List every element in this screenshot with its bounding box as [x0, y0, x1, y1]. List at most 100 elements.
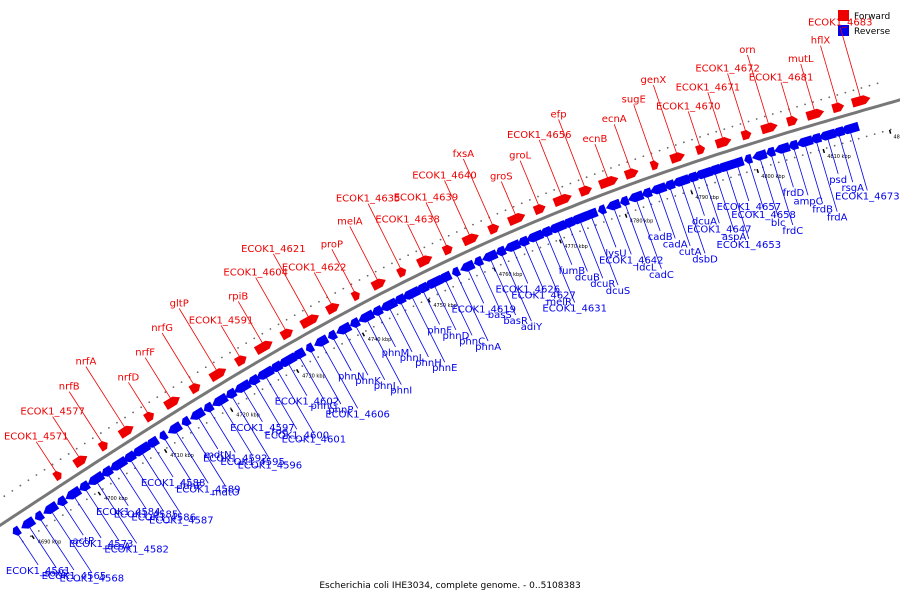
gene-label-mdtn: mdtN	[204, 450, 232, 461]
gene-label-ecok1-4587: ECOK1_4587	[149, 516, 214, 527]
minor-tick	[261, 332, 264, 335]
gene-leader-line	[826, 135, 839, 174]
minor-tick	[785, 159, 788, 161]
minor-tick	[569, 182, 572, 185]
gene-leader-line	[837, 132, 854, 183]
minor-tick	[164, 391, 167, 394]
reverse-gene-arrow	[810, 132, 823, 144]
minor-tick	[396, 313, 399, 316]
gene-leader-line	[635, 197, 662, 269]
minor-tick	[349, 338, 351, 341]
reverse-gene-arrow	[788, 139, 800, 151]
gene-label-ecok1-4619: ECOK1_4619	[451, 304, 516, 315]
reverse-gene-arrow	[328, 329, 338, 341]
minor-tick	[715, 130, 718, 133]
gene-leader-line	[567, 223, 588, 272]
reverse-gene-arrow	[686, 171, 699, 183]
gene-leader-line	[747, 54, 770, 128]
minor-tick	[358, 279, 361, 281]
reverse-gene-arrow	[256, 365, 275, 380]
gene-label-dcub: dcuB	[575, 272, 600, 283]
forward-gene-arrow	[507, 213, 526, 226]
gene-label-ecok1-4585: ECOK1_4585	[114, 510, 179, 521]
forward-gene-arrow	[487, 223, 500, 235]
minor-tick	[587, 227, 589, 230]
gene-leader-line	[38, 516, 75, 571]
gene-label-ecok1-4657: ECOK1_4657	[717, 202, 782, 213]
minor-tick	[180, 381, 183, 384]
gene-label-ecok1-4622: ECOK1_4622	[282, 262, 347, 273]
minor-tick	[412, 305, 415, 308]
gene-leader-line	[727, 73, 748, 135]
reverse-gene-arrow	[730, 156, 745, 168]
gene-label-phnc: phnC	[459, 336, 485, 347]
minor-tick	[595, 224, 597, 226]
minor-tick	[793, 156, 796, 159]
minor-tick	[468, 278, 470, 281]
minor-tick	[237, 402, 240, 405]
forward-gene-arrow	[325, 303, 340, 315]
gene-leader-line	[354, 323, 386, 381]
forward-gene-arrow	[72, 455, 88, 469]
minor-tick	[512, 205, 515, 208]
gene-label-phnm: phnM	[382, 348, 410, 359]
reverse-gene-arrow	[752, 149, 768, 161]
minor-tick	[873, 133, 876, 136]
gene-label-ecok1-4672: ECOK1_4672	[695, 64, 760, 75]
scale-tick-label: 4730 kbp	[302, 373, 326, 379]
minor-tick	[19, 484, 22, 487]
gene-leader-line	[713, 170, 735, 232]
minor-tick	[173, 441, 176, 444]
minor-tick	[601, 170, 604, 172]
gene-leader-line	[725, 166, 750, 240]
gene-leader-line	[780, 82, 793, 121]
gene-leader-line	[252, 380, 281, 426]
gene-label-acsa: acsA	[107, 542, 131, 553]
scale-tick-label: 4790 kbp	[695, 195, 719, 201]
gene-leader-line	[545, 232, 576, 303]
gene-leader-line	[376, 311, 396, 348]
gene-leader-line	[151, 443, 174, 478]
gene-leader-line	[162, 435, 192, 481]
minor-tick	[75, 447, 78, 450]
minor-tick	[189, 431, 192, 434]
gene-label-phnh: phnH	[415, 358, 442, 369]
minor-tick	[537, 195, 539, 198]
minor-tick	[140, 406, 143, 409]
minor-tick	[865, 135, 868, 138]
gene-leader-line	[803, 142, 824, 204]
gene-leader-line	[272, 253, 311, 321]
minor-tick	[528, 199, 531, 201]
minor-tick	[714, 181, 716, 184]
gene-label-ecok1-4592: ECOK1_4592	[203, 453, 268, 464]
gene-label-ecok1-4670: ECOK1_4670	[656, 101, 721, 112]
gene-label-ecok1-4621: ECOK1_4621	[241, 244, 306, 255]
gene-label-gltp: gltP	[170, 299, 189, 310]
forward-gene-arrow	[831, 102, 845, 114]
gene-leader-line	[309, 348, 342, 405]
reverse-gene-arrow	[438, 270, 453, 283]
forward-gene-arrow	[441, 244, 453, 256]
minor-tick	[796, 105, 798, 108]
gene-label-hflx: hflX	[811, 36, 831, 47]
reverse-gene-arrow	[744, 153, 754, 164]
minor-tick	[317, 356, 320, 358]
gene-label-mela: melA	[337, 216, 363, 227]
scale-tick-label: 4700 kbp	[104, 496, 128, 502]
gene-label-ldcl: ldcL	[636, 263, 657, 274]
gene-leader-line	[792, 145, 809, 196]
scale-tick-label: 4820 kbp	[893, 135, 900, 141]
minor-tick	[504, 209, 507, 212]
gene-leader-line	[556, 227, 573, 265]
gene-leader-line	[781, 148, 794, 188]
gene-label-grol: groL	[509, 151, 531, 162]
minor-tick	[148, 401, 151, 404]
gene-leader-line	[52, 416, 82, 461]
minor-tick	[763, 115, 766, 118]
gene-label-dcus: dcuS	[606, 286, 631, 297]
gene-leader-line	[286, 360, 308, 396]
forward-gene-arrow	[461, 233, 479, 247]
gene-leader-line	[590, 214, 619, 286]
gene-label-gros: groS	[490, 172, 513, 183]
legend-reverse-swatch	[838, 25, 849, 36]
